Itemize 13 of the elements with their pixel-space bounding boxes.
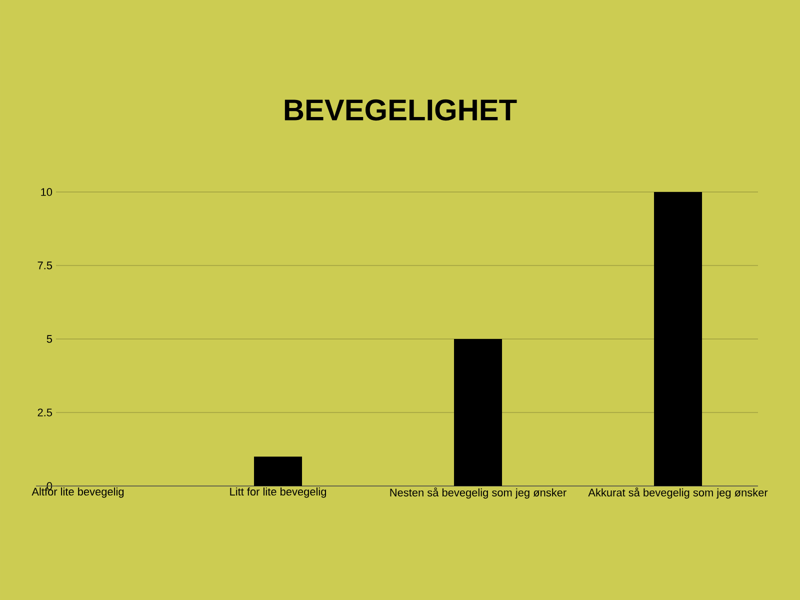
- y-tick-label: 0: [46, 482, 52, 490]
- x-tick-label: Nesten så bevegelig som jeg ønsker: [390, 488, 566, 499]
- bar: [454, 338, 502, 486]
- y-tick-label: 7.5: [38, 262, 52, 270]
- y-tick-label: 2.5: [38, 408, 52, 416]
- x-tick-label: Altfor lite bevegelig: [32, 488, 124, 498]
- y-tick-label: 10: [41, 188, 52, 196]
- bar: [254, 456, 302, 486]
- x-tick-label: Akkurat så bevegelig som jeg ønsker: [588, 488, 768, 499]
- bar: [654, 192, 702, 486]
- chart-title: BEVEGELIGHET: [284, 99, 517, 121]
- x-tick-label: Litt for lite bevegelig: [230, 488, 326, 498]
- y-tick-label: 5: [46, 335, 52, 343]
